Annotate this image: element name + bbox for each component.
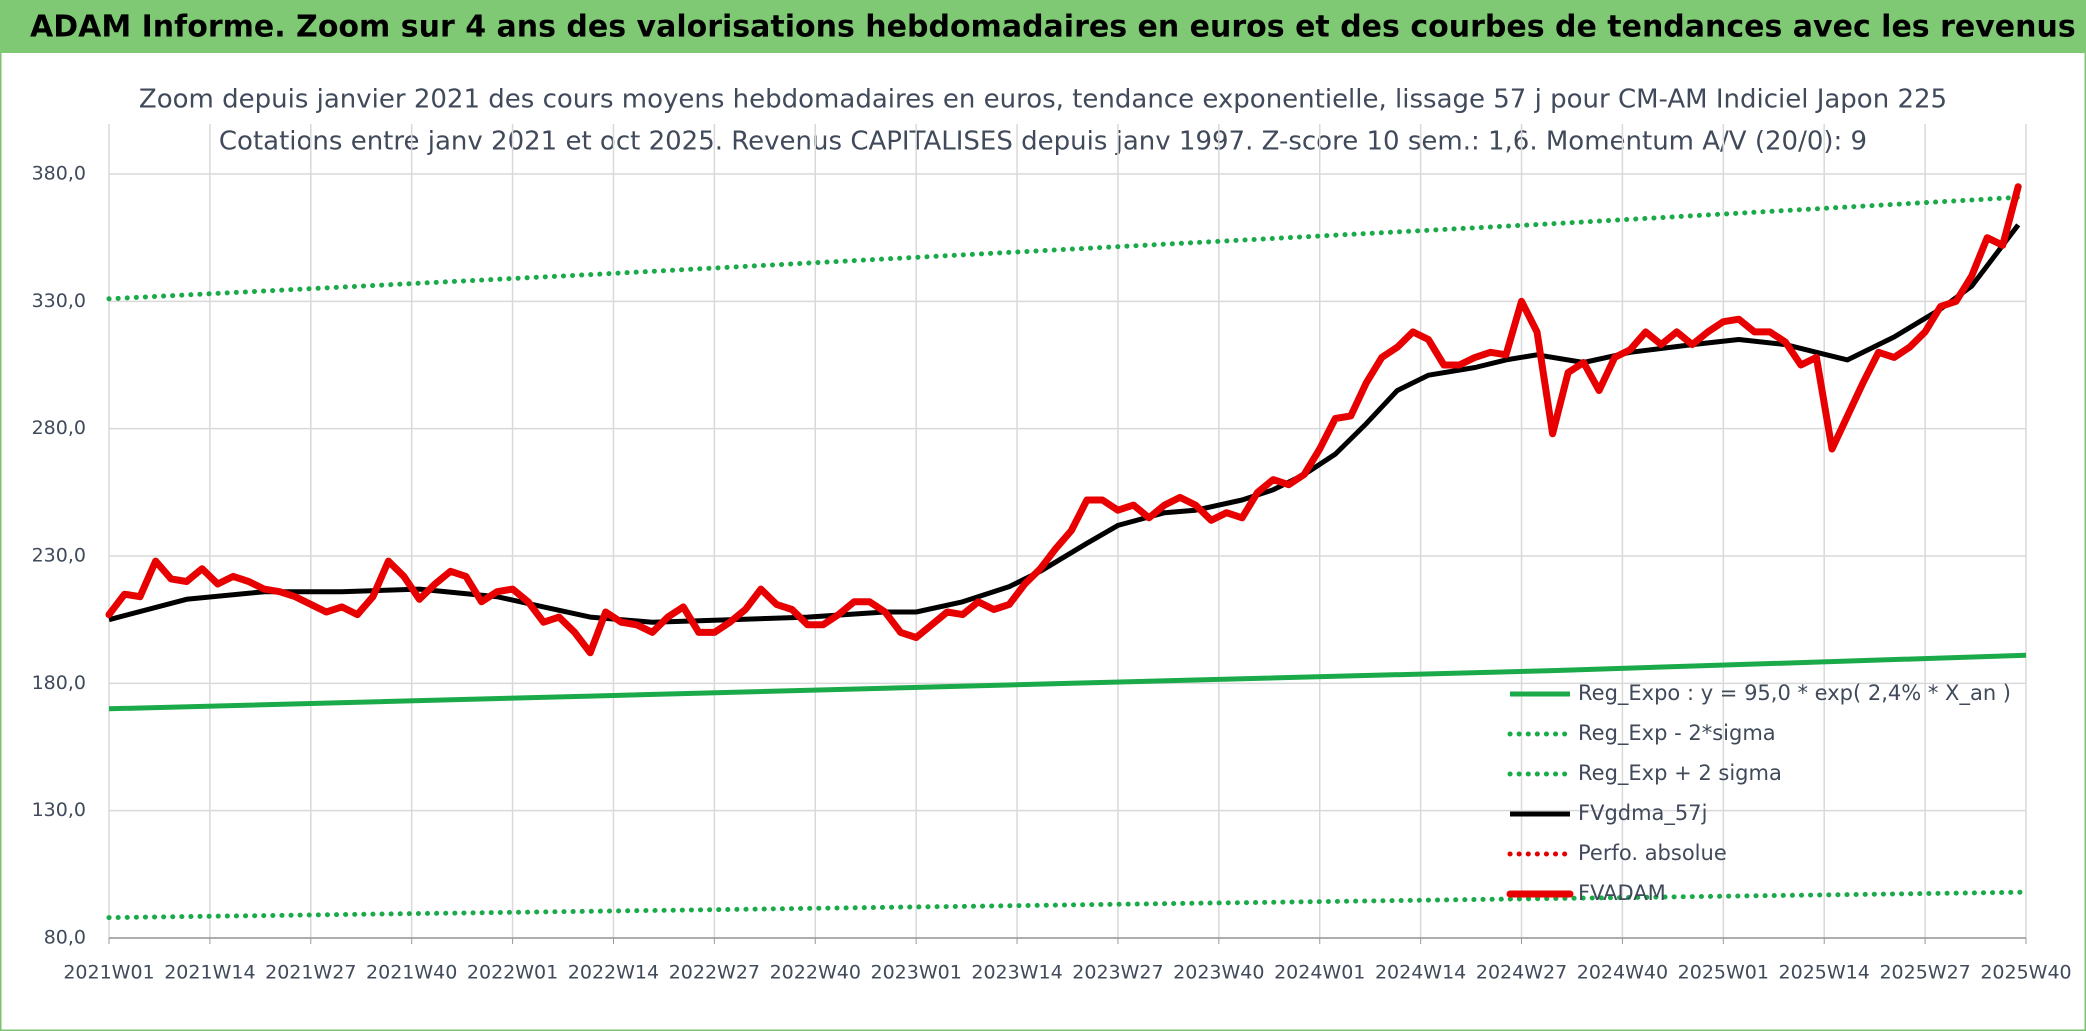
legend-label: Reg_Exp + 2 sigma (1578, 761, 1782, 786)
header-bar (0, 0, 2086, 53)
legend-label: FVADAM (1578, 881, 1666, 905)
grid: 80,0 130,0 180,0 230,0 280,0 330,0 380,0 2021W0… (32, 124, 2072, 984)
y-tick-label: 330,0 (32, 290, 86, 312)
x-tick-label: 2023W40 (1173, 962, 1264, 984)
series-line (108, 223, 2021, 625)
x-tick-label: 2025W01 (1678, 962, 1769, 984)
series-line (106, 194, 2029, 302)
x-tick-label: 2021W01 (63, 962, 154, 984)
y-tick-label: 280,0 (32, 417, 86, 439)
x-tick-label: 2022W14 (568, 962, 659, 984)
x-tick-label: 2022W27 (669, 962, 760, 984)
x-tick-label: 2024W40 (1577, 962, 1668, 984)
x-tick-label: 2023W27 (1072, 962, 1163, 984)
x-tick-label: 2025W27 (1879, 962, 1970, 984)
legend-label: Reg_Exp - 2*sigma (1578, 721, 1776, 746)
header-title: ADAM Informe. Zoom sur 4 ans des valoris… (30, 10, 2086, 45)
x-tick-label: 2025W14 (1779, 962, 1870, 984)
x-tick-label: 2021W14 (164, 962, 255, 984)
chart-title: Zoom depuis janvier 2021 des cours moyen… (139, 85, 1947, 115)
x-tick-label: 2025W40 (1980, 962, 2071, 984)
x-tick-label: 2021W27 (265, 962, 356, 984)
legend: Reg_Expo : y = 95,0 * exp( 2,4% * X_an )… (1506, 681, 2011, 905)
series-line (105, 183, 2022, 657)
x-tick-label: 2023W01 (870, 962, 961, 984)
x-tick-label: 2022W01 (467, 962, 558, 984)
y-tick-label: 130,0 (32, 799, 86, 821)
legend-label: Reg_Expo : y = 95,0 * exp( 2,4% * X_an ) (1578, 681, 2011, 706)
series-line (108, 652, 2027, 712)
x-tick-label: 2023W14 (971, 962, 1062, 984)
legend-label: Perfo. absolue (1578, 841, 1727, 865)
legend-label: FVgdma_57j (1578, 801, 1708, 826)
y-tick-label: 80,0 (44, 927, 86, 949)
x-tick-label: 2024W27 (1476, 962, 1567, 984)
y-tick-label: 230,0 (32, 545, 86, 567)
y-tick-label: 180,0 (32, 672, 86, 694)
y-tick-label: 380,0 (32, 163, 86, 185)
x-tick-label: 2024W01 (1274, 962, 1365, 984)
chart-subtitle: Cotations entre janv 2021 et oct 2025. R… (219, 127, 1867, 157)
x-tick-label: 2022W40 (770, 962, 861, 984)
x-tick-label: 2024W14 (1375, 962, 1466, 984)
plot (105, 183, 2029, 921)
series-line (106, 889, 2029, 921)
x-tick-label: 2021W40 (366, 962, 457, 984)
